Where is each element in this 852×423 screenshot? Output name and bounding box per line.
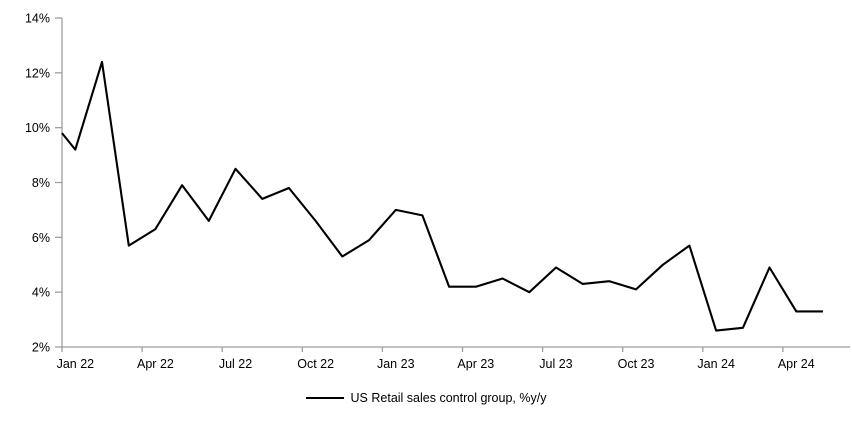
x-tick-label: Apr 22 xyxy=(137,357,174,371)
legend-series-label: US Retail sales control group, %y/y xyxy=(350,391,547,405)
y-tick-label: 4% xyxy=(32,286,50,300)
y-tick-label: 6% xyxy=(32,231,50,245)
legend: US Retail sales control group, %y/y xyxy=(0,391,852,405)
y-tick-label: 10% xyxy=(25,121,50,135)
x-tick-label: Apr 23 xyxy=(457,357,494,371)
x-tick-label: Apr 24 xyxy=(778,357,815,371)
x-tick-label: Oct 23 xyxy=(618,357,655,371)
y-tick-label: 2% xyxy=(32,341,50,355)
x-tick-label: Jan 24 xyxy=(697,357,735,371)
x-tick-label: Jul 22 xyxy=(219,357,252,371)
x-tick-label: Jul 23 xyxy=(539,357,572,371)
y-tick-label: 12% xyxy=(25,66,50,80)
x-tick-label: Jan 22 xyxy=(57,357,95,371)
data-series-line xyxy=(61,60,823,332)
x-tick-label: Jan 23 xyxy=(377,357,415,371)
x-tick-label: Oct 22 xyxy=(297,357,334,371)
y-tick-label: 14% xyxy=(25,12,50,26)
legend-line-swatch xyxy=(305,397,344,399)
y-tick-label: 8% xyxy=(32,176,50,190)
